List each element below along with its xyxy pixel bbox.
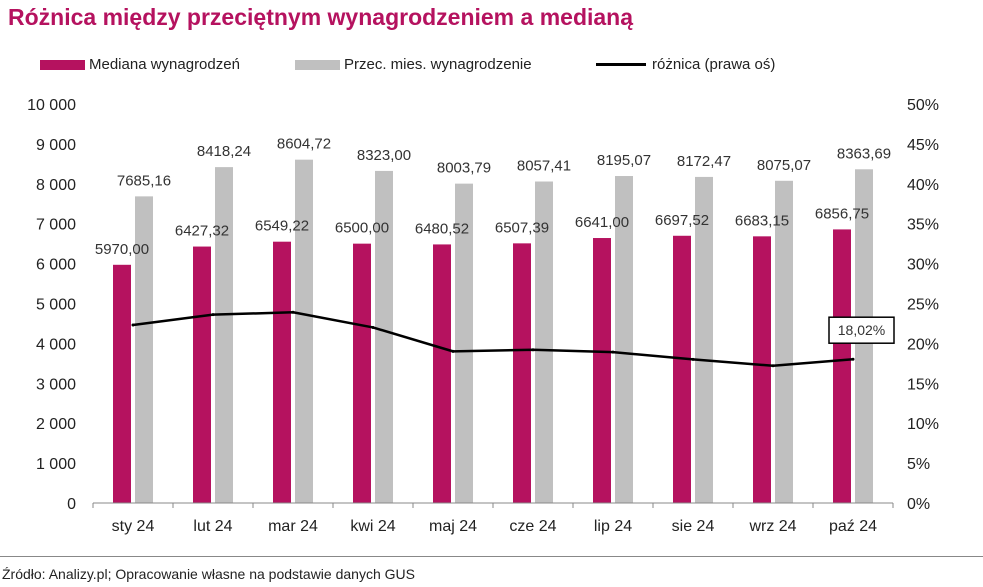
y-left-tick-label: 7 000 bbox=[36, 217, 76, 234]
difference-point bbox=[451, 349, 455, 353]
difference-point bbox=[691, 357, 695, 361]
data-label-median: 6641,00 bbox=[575, 214, 629, 231]
y-right-tick-label: 30% bbox=[907, 257, 939, 274]
data-label-average: 8604,72 bbox=[277, 136, 331, 153]
x-tick-label: mar 24 bbox=[268, 518, 318, 535]
legend-swatch-average bbox=[295, 59, 340, 70]
data-label-median: 6856,75 bbox=[815, 205, 869, 222]
data-label-median: 6683,15 bbox=[735, 212, 789, 229]
data-label-average: 8418,24 bbox=[197, 143, 251, 160]
y-right-tick-label: 20% bbox=[907, 336, 939, 353]
x-tick-label: lip 24 bbox=[594, 518, 632, 535]
y-right-tick-label: 50% bbox=[907, 97, 939, 114]
legend-swatch-diff bbox=[596, 63, 646, 66]
y-left-tick-label: 4 000 bbox=[36, 336, 76, 353]
bar-median bbox=[113, 264, 131, 503]
bar-median bbox=[833, 229, 851, 503]
difference-point bbox=[531, 348, 535, 352]
data-label-average: 8003,79 bbox=[437, 160, 491, 177]
bar-median bbox=[193, 246, 211, 503]
y-right-tick-label: 25% bbox=[907, 297, 939, 314]
x-tick-label: paź 24 bbox=[829, 518, 877, 535]
source-note: Źródło: Analizy.pl; Opracowanie własne n… bbox=[2, 566, 415, 582]
legend-item-median: Mediana wynagrodzeń bbox=[40, 56, 240, 73]
y-right-tick-label: 5% bbox=[907, 456, 930, 473]
x-tick-label: wrz 24 bbox=[748, 518, 796, 535]
bar-average bbox=[295, 159, 313, 503]
bar-average bbox=[535, 181, 553, 503]
data-label-median: 6427,32 bbox=[175, 223, 229, 240]
bar-average bbox=[375, 170, 393, 503]
chart-plot: 0 1 000 2 000 3 000 4 000 5 000 6 000 7 000 8 00… bbox=[27, 97, 939, 535]
difference-point bbox=[211, 313, 215, 317]
data-label-average: 8363,69 bbox=[837, 145, 891, 162]
y-right-tick-label: 40% bbox=[907, 177, 939, 194]
y-left-tick-label: 10 000 bbox=[27, 97, 76, 114]
x-tick-label: maj 24 bbox=[429, 518, 477, 535]
bar-average bbox=[455, 183, 473, 503]
y-left-tick-label: 9 000 bbox=[36, 137, 76, 154]
legend-item-average: Przec. mies. wynagrodzenie bbox=[295, 56, 532, 73]
data-label-average: 8195,07 bbox=[597, 152, 651, 169]
difference-line bbox=[132, 311, 854, 367]
annotation-box bbox=[828, 316, 895, 344]
legend-label-diff: różnica (prawa oś) bbox=[652, 56, 776, 73]
bar-median bbox=[273, 241, 291, 503]
legend-label-median: Mediana wynagrodzeń bbox=[89, 56, 240, 73]
y-left-tick-label: 2 000 bbox=[36, 416, 76, 433]
x-tick-label: kwi 24 bbox=[350, 518, 395, 535]
difference-point bbox=[131, 323, 135, 327]
legend-item-diff: różnica (prawa oś) bbox=[596, 56, 775, 73]
data-label-median: 6507,39 bbox=[495, 219, 549, 236]
y-right-tick-label: 15% bbox=[907, 376, 939, 393]
legend-swatch-median bbox=[40, 59, 85, 70]
bar-average bbox=[215, 167, 233, 503]
x-tick-label: sty 24 bbox=[112, 518, 155, 535]
data-label-average: 7685,16 bbox=[117, 172, 171, 189]
data-label-median: 6549,22 bbox=[255, 218, 309, 235]
difference-point bbox=[291, 310, 295, 314]
data-label-median: 6500,00 bbox=[335, 220, 389, 237]
bar-median bbox=[353, 243, 371, 503]
difference-point bbox=[851, 357, 855, 361]
y-left-tick-label: 8 000 bbox=[36, 177, 76, 194]
data-label-median: 6697,52 bbox=[655, 212, 709, 229]
y-left-tick-label: 0 bbox=[67, 496, 76, 513]
y-left-tick-label: 5 000 bbox=[36, 297, 76, 314]
y-left-tick-label: 3 000 bbox=[36, 376, 76, 393]
x-tick-label: lut 24 bbox=[193, 518, 232, 535]
y-left-tick-label: 1 000 bbox=[36, 456, 76, 473]
difference-point bbox=[611, 350, 615, 354]
data-label-average: 8323,00 bbox=[357, 147, 411, 164]
y-right-tick-label: 45% bbox=[907, 137, 939, 154]
x-tick-label: cze 24 bbox=[509, 518, 556, 535]
bar-median bbox=[753, 236, 771, 503]
x-tick-label: sie 24 bbox=[672, 518, 715, 535]
chart-title: Różnica między przeciętnym wynagrodzenie… bbox=[8, 4, 634, 30]
bar-average bbox=[695, 176, 713, 503]
data-label-average: 8172,47 bbox=[677, 153, 731, 170]
data-label-average: 8075,07 bbox=[757, 157, 811, 174]
annotation-label: 18,02% bbox=[838, 322, 885, 338]
bar-average bbox=[615, 176, 633, 503]
y-left-tick-label: 6 000 bbox=[36, 257, 76, 274]
data-label-median: 5970,00 bbox=[95, 241, 149, 258]
bar-median bbox=[673, 235, 691, 503]
y-right-tick-label: 35% bbox=[907, 217, 939, 234]
y-right-tick-label: 10% bbox=[907, 416, 939, 433]
difference-point bbox=[771, 364, 775, 368]
data-label-median: 6480,52 bbox=[415, 220, 469, 237]
bar-average bbox=[775, 180, 793, 504]
source-divider bbox=[0, 556, 983, 557]
bar-average bbox=[135, 196, 153, 503]
y-right-tick-label: 0% bbox=[907, 496, 930, 513]
bar-median bbox=[513, 243, 531, 503]
legend-label-average: Przec. mies. wynagrodzenie bbox=[344, 56, 532, 73]
data-label-average: 8057,41 bbox=[517, 158, 571, 175]
difference-point bbox=[371, 325, 375, 329]
bar-median bbox=[433, 244, 451, 503]
bar-median bbox=[593, 238, 611, 503]
